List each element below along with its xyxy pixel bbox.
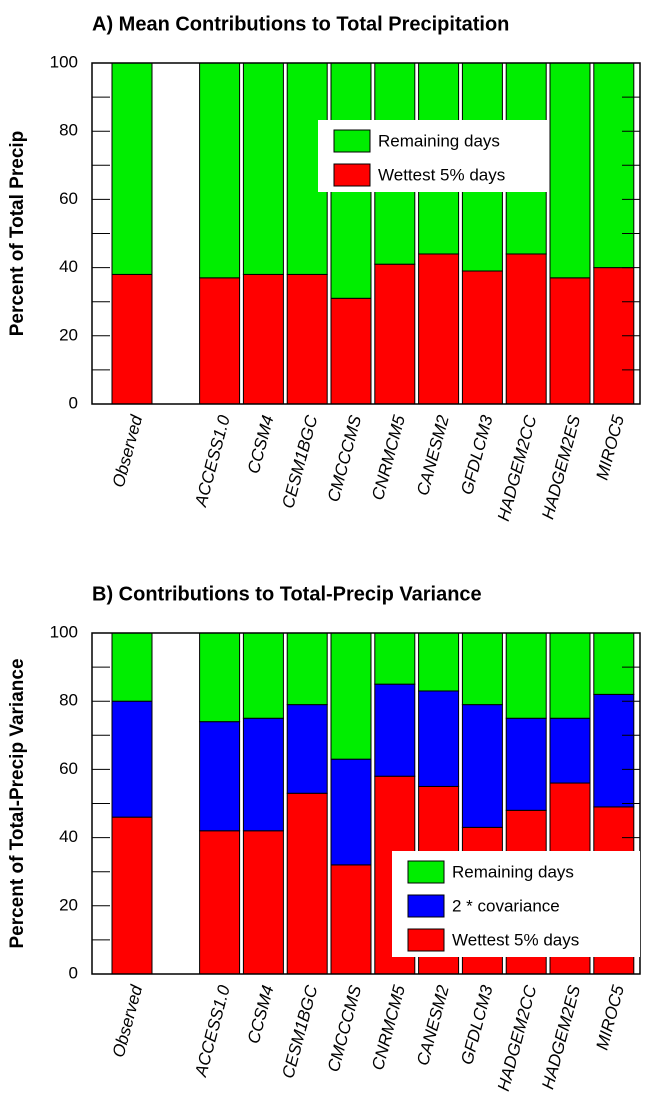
x-tick-label: MIROC5 [593,413,629,482]
y-tick-label: 60 [59,189,78,208]
bar-segment [242,830,284,975]
bar-segment [242,273,284,405]
bar-segment [199,830,241,975]
x-tick-label: MIROC5 [593,983,629,1052]
x-tick-label: GFDLCM3 [457,413,497,497]
bar-segment [111,816,153,975]
bar-segment [593,693,635,808]
chart-title: B) Contributions to Total-Precip Varianc… [92,583,482,605]
legend-label: Remaining days [378,131,500,150]
bar-segment [111,273,153,405]
bar-segment [286,273,328,405]
y-tick-label: 80 [59,121,78,140]
legend-swatch [333,163,371,187]
bar-segment [199,62,241,279]
bar-segment [286,792,328,975]
x-tick-label: CNRMCM5 [368,983,409,1072]
x-tick-label: HADGEM2CC [494,983,541,1094]
bar-segment [199,277,241,405]
x-tick-label: ACCESS1.0 [191,983,234,1080]
x-tick-label: Observed [109,413,147,490]
bar-segment [242,62,284,275]
bar-segment [418,253,460,405]
bar-segment [286,704,328,794]
bar-segment [199,632,241,723]
legend-swatch [407,860,445,884]
x-tick-label: CCSM4 [244,983,278,1045]
legend-label: Wettest 5% days [452,930,579,949]
bar-segment [374,632,416,685]
bar-segment [461,632,503,706]
legend-swatch [333,129,371,153]
y-tick-label: 20 [59,895,78,914]
bar-segment [505,632,547,719]
bar-segment [111,700,153,818]
y-tick-label: 0 [69,963,78,982]
x-tick-label: Observed [109,983,147,1060]
bar-segment [461,704,503,828]
bar-segment [374,263,416,405]
bar-segment [418,632,460,692]
legend-label: 2 * covariance [452,896,560,915]
y-tick-label: 40 [59,827,78,846]
x-tick-label: CMCCCMS [324,983,365,1074]
y-axis-title: Percent of Total Precip [7,131,28,337]
x-tick-label: CANESM2 [413,413,453,498]
y-axis-title: Percent of Total-Precip Variance [7,658,28,948]
bar-segment [330,864,372,975]
y-tick-label: 40 [59,257,78,276]
x-tick-label: CESM1BGC [278,983,321,1081]
x-tick-label: CCSM4 [244,413,278,475]
legend-label: Wettest 5% days [378,165,505,184]
x-tick-label: HADGEM2CC [494,413,541,524]
bar-segment [330,758,372,866]
x-tick-label: GFDLCM3 [457,983,497,1067]
bar-segment [242,717,284,832]
bar-segment [242,632,284,719]
bar-segment [199,721,241,832]
bar-segment [330,632,372,760]
y-tick-label: 80 [59,691,78,710]
bar-segment [549,632,591,719]
bar-segment [549,62,591,279]
bar-segment [549,277,591,405]
bar-segment [505,253,547,405]
bar-segment [549,717,591,784]
x-tick-label: CMCCCMS [324,413,365,504]
x-tick-label: CANESM2 [413,983,453,1068]
bar-segment [111,632,153,702]
x-tick-label: HADGEM2ES [538,413,584,522]
y-tick-label: 0 [69,393,78,412]
bar-segment [330,297,372,405]
bar-segment [374,683,416,777]
legend-label: Remaining days [452,862,574,881]
legend-swatch [407,928,445,952]
x-tick-label: HADGEM2ES [538,983,584,1092]
legend-swatch [407,894,445,918]
bar-segment [286,632,328,706]
y-tick-label: 100 [50,52,78,71]
x-tick-label: CNRMCM5 [368,413,409,502]
chart-title: A) Mean Contributions to Total Precipita… [92,13,509,35]
bar-segment [461,270,503,405]
bar-segment [593,632,635,695]
bar-segment [505,717,547,811]
x-tick-label: CESM1BGC [278,413,321,511]
y-tick-label: 60 [59,759,78,778]
bar-segment [418,690,460,787]
x-tick-label: ACCESS1.0 [191,413,234,510]
bar-segment [111,62,153,275]
y-tick-label: 100 [50,622,78,641]
y-tick-label: 20 [59,325,78,344]
